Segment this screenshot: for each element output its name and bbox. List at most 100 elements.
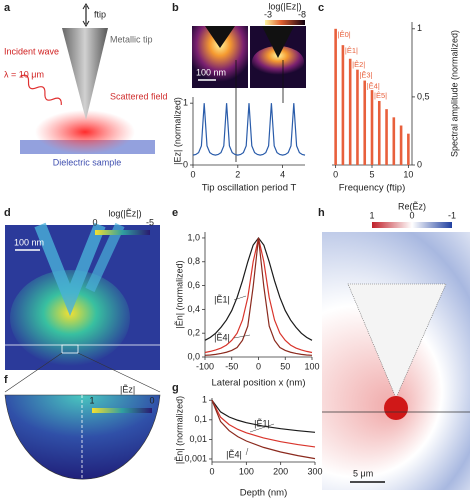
panel-h-image (322, 232, 470, 490)
colorbar-tick: 1 (89, 395, 94, 405)
y-tick-label: 1 (183, 98, 188, 108)
x-axis-label: Frequency (ftip) (339, 183, 406, 194)
y-tick-label: 0,2 (187, 328, 200, 338)
x-tick-label: 0 (209, 466, 214, 476)
y-tick-label: 0,4 (187, 304, 200, 314)
y-axis-label: |Ẽn| (normalized) (174, 260, 184, 328)
harmonic-label: |Ê1| (345, 46, 358, 55)
y-tick-label: 0 (183, 159, 188, 169)
y-tick-label: 0,5 (417, 91, 430, 101)
panel-a-illustration (20, 3, 155, 154)
panel-d-image (4, 222, 161, 393)
x-tick-label: 300 (307, 466, 322, 476)
panel-f-image (4, 394, 161, 490)
y-axis-label: |Ẽn| (normalized) (174, 396, 184, 464)
harmonic-label: |Ê0| (338, 30, 351, 39)
bar (348, 58, 352, 166)
line (192, 103, 306, 156)
bar (363, 80, 367, 165)
sample-label: Dielectric sample (53, 157, 122, 167)
colorbar-label: Re(Ẽz) (398, 201, 426, 211)
x-tick-label: 10 (403, 169, 413, 179)
x-tick-label: 0 (190, 169, 195, 179)
y-tick-label: 0,0 (187, 351, 200, 361)
panel-letter: g (172, 382, 179, 394)
bar (356, 69, 359, 165)
x-axis-label: Tip oscillation period T (202, 183, 297, 194)
incident-label: Incident wave (4, 46, 59, 56)
wavelength-label: λ = 10 μm (4, 69, 44, 79)
bar (399, 125, 403, 165)
x-tick-label: -100 (196, 361, 214, 371)
colorbar-label: log(|Ez|) (268, 1, 301, 11)
panel-letter: h (318, 207, 325, 219)
scale-bar-label: 5 μm (353, 468, 373, 478)
bar (392, 117, 396, 165)
panel-letter: b (172, 2, 179, 14)
panel-letter: e (172, 207, 178, 219)
y-tick-label: 0,001 (184, 453, 207, 463)
label-leader (245, 447, 249, 456)
label-leader (249, 423, 275, 433)
bar (385, 109, 388, 165)
y-axis-label: |Ez| (normalized) (172, 97, 182, 165)
bar (370, 90, 374, 165)
x-tick-label: 0 (256, 361, 261, 371)
colorbar-tick: -8 (298, 9, 306, 19)
line (204, 236, 313, 341)
line (204, 237, 313, 356)
scale-bar-label: 10 nm (12, 468, 37, 478)
x-tick-label: 100 (239, 466, 254, 476)
x-tick-label: 50 (280, 361, 290, 371)
x-axis-label: Lateral position x (nm) (212, 378, 306, 389)
scale-bar-label: 100 nm (196, 67, 226, 77)
harmonic-label: |Ê2| (352, 60, 365, 69)
x-tick-label: 5 (369, 169, 374, 179)
y-tick-label: 1 (202, 395, 207, 405)
y-tick-label: 1 (417, 23, 422, 33)
label-leader (233, 334, 251, 339)
colorbar-tick: -5 (146, 217, 154, 227)
x-tick-label: 4 (280, 169, 285, 179)
series-label: |Ẽ1| (214, 294, 230, 304)
colorbar-tick: -3 (264, 9, 272, 19)
y-axis-label: Spectral amplitude (normalized) (449, 30, 459, 157)
bar (341, 45, 345, 165)
x-tick-label: 200 (273, 466, 288, 476)
colorbar-tick: 0 (92, 217, 97, 227)
bar (334, 28, 337, 165)
scattered-label: Scattered field (110, 91, 168, 101)
y-tick-label: 0,6 (187, 280, 200, 290)
x-tick-label: 0 (333, 169, 338, 179)
harmonic-label: |Ê3| (359, 71, 372, 80)
x-tick-label: 100 (304, 361, 319, 371)
bar (407, 133, 410, 165)
colorbar-label: log(|Ẽz|) (108, 208, 141, 218)
series-label: |Ẽ1| (254, 418, 270, 428)
harmonic-label: |Ê4| (367, 82, 380, 91)
colorbar-tick: 0 (149, 395, 154, 405)
colorbar-label: |Ẽz| (120, 384, 135, 394)
colorbar-tick: -1 (448, 210, 456, 220)
line (211, 399, 316, 448)
x-tick-label: -50 (225, 361, 238, 371)
scale-bar-label: 100 nm (14, 237, 44, 247)
tip-frequency: ftip (94, 9, 106, 19)
y-tick-label: 0 (417, 159, 422, 169)
tip-label: Metallic tip (110, 34, 153, 44)
panel-letter: a (4, 2, 11, 14)
y-tick-label: 0,8 (187, 256, 200, 266)
x-tick-label: 2 (235, 169, 240, 179)
harmonic-label: |Ê5| (374, 91, 387, 100)
x-axis-label: Depth (nm) (240, 488, 288, 499)
line (211, 400, 316, 460)
colorbar-tick: 0 (409, 210, 414, 220)
label-leader (233, 295, 247, 301)
colorbar-tick: 1 (369, 210, 374, 220)
panel-letter: d (4, 207, 11, 219)
y-tick-label: 0,01 (189, 434, 207, 444)
series-label: |Ẽ4| (226, 449, 242, 459)
line (211, 399, 316, 433)
panel-b-images (192, 20, 306, 162)
